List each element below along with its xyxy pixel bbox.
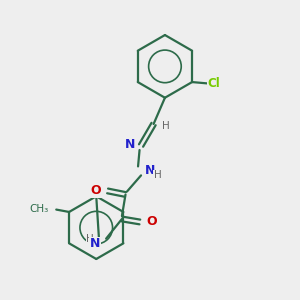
Text: H: H — [86, 234, 94, 244]
Text: N: N — [90, 237, 100, 250]
Text: N: N — [145, 164, 155, 177]
Text: O: O — [90, 184, 101, 197]
Text: N: N — [125, 137, 135, 151]
Text: O: O — [146, 215, 157, 229]
Text: CH₃: CH₃ — [30, 204, 49, 214]
Text: H: H — [154, 170, 161, 180]
Text: H: H — [162, 121, 170, 130]
Text: Cl: Cl — [208, 77, 220, 90]
